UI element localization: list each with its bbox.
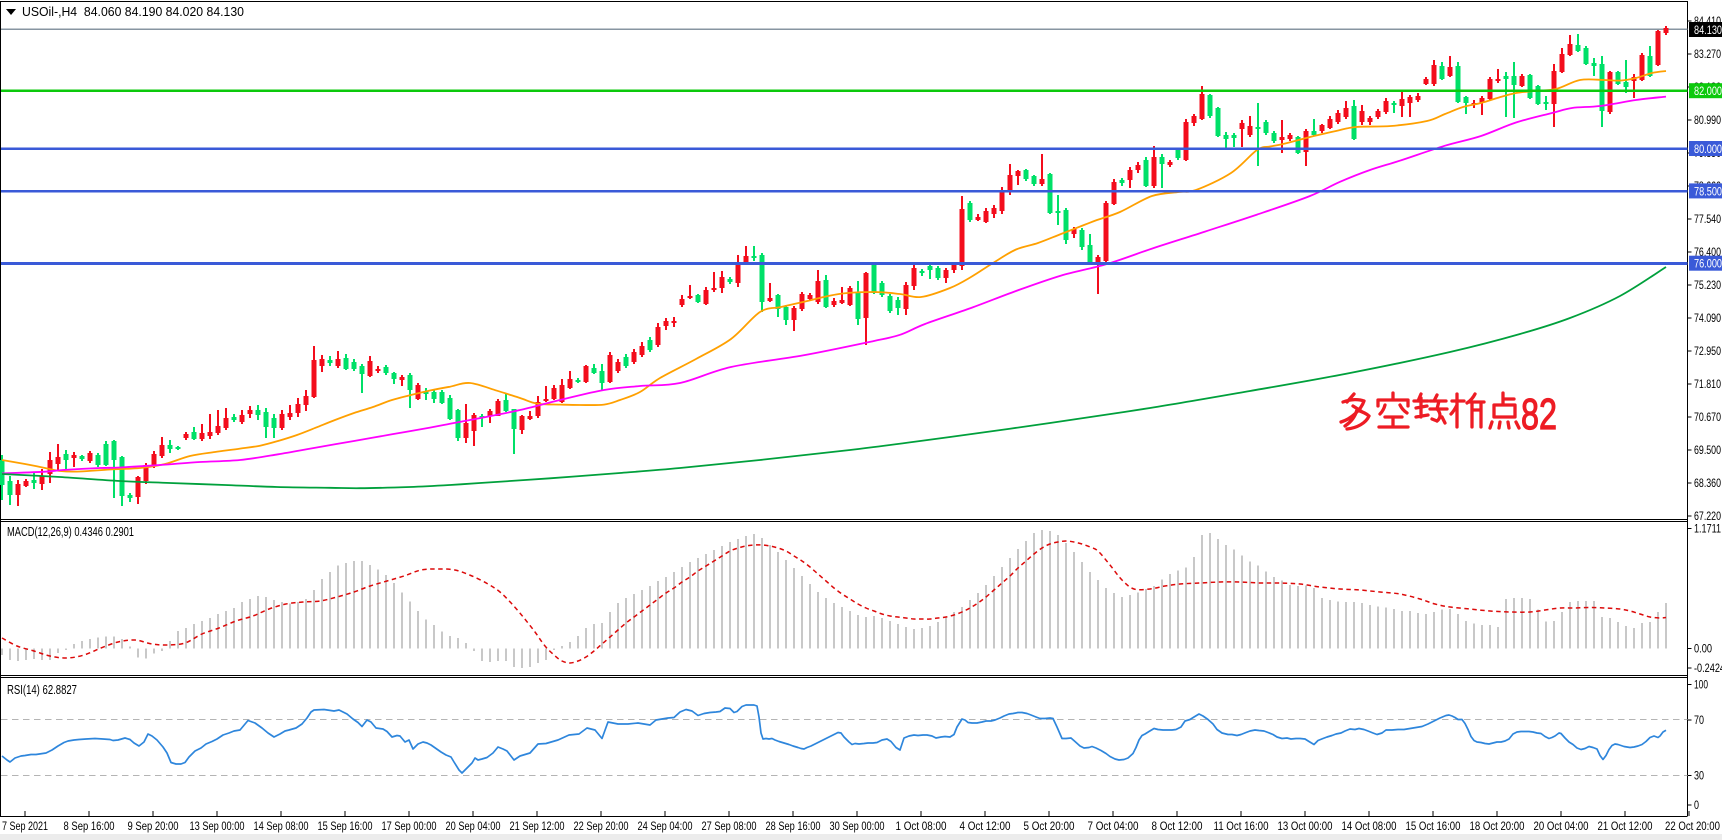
svg-text:21 Oct 12:00: 21 Oct 12:00 [1598, 819, 1653, 833]
svg-text:69.500: 69.500 [1694, 443, 1721, 457]
svg-text:8 Oct 12:00: 8 Oct 12:00 [1152, 819, 1203, 833]
svg-text:100: 100 [1694, 678, 1708, 692]
svg-text:77.540: 77.540 [1694, 212, 1721, 226]
svg-text:20 Sep 04:00: 20 Sep 04:00 [446, 819, 501, 833]
svg-text:RSI(14) 62.8827: RSI(14) 62.8827 [7, 683, 77, 697]
svg-text:5 Oct 20:00: 5 Oct 20:00 [1024, 819, 1075, 833]
svg-text:4 Oct 12:00: 4 Oct 12:00 [960, 819, 1011, 833]
svg-text:1 Oct 08:00: 1 Oct 08:00 [896, 819, 947, 833]
svg-text:15 Oct 16:00: 15 Oct 16:00 [1406, 819, 1461, 833]
svg-text:80.000: 80.000 [1694, 142, 1722, 156]
svg-text:22 Oct 20:00: 22 Oct 20:00 [1665, 819, 1720, 833]
svg-text:68.360: 68.360 [1694, 476, 1721, 490]
svg-text:83.270: 83.270 [1694, 47, 1721, 61]
svg-text:20 Oct 04:00: 20 Oct 04:00 [1534, 819, 1589, 833]
svg-text:7 Oct 04:00: 7 Oct 04:00 [1088, 819, 1139, 833]
svg-text:14 Oct 08:00: 14 Oct 08:00 [1342, 819, 1397, 833]
svg-text:0: 0 [1694, 798, 1699, 812]
svg-text:28 Sep 16:00: 28 Sep 16:00 [766, 819, 821, 833]
svg-text:30: 30 [1694, 768, 1704, 782]
svg-text:22 Sep 20:00: 22 Sep 20:00 [574, 819, 629, 833]
svg-text:13 Oct 00:00: 13 Oct 00:00 [1278, 819, 1333, 833]
svg-text:15 Sep 16:00: 15 Sep 16:00 [318, 819, 373, 833]
svg-text:82: 82 [1521, 390, 1557, 439]
svg-text:13 Sep 00:00: 13 Sep 00:00 [190, 819, 245, 833]
svg-text:27 Sep 08:00: 27 Sep 08:00 [702, 819, 757, 833]
svg-text:74.090: 74.090 [1694, 311, 1721, 325]
svg-text:72.950: 72.950 [1694, 344, 1721, 358]
svg-text:30 Sep 00:00: 30 Sep 00:00 [830, 819, 885, 833]
svg-text:82.000: 82.000 [1694, 84, 1722, 98]
svg-text:67.220: 67.220 [1694, 509, 1721, 523]
svg-text:7 Sep 2021: 7 Sep 2021 [2, 819, 48, 833]
svg-text:17 Sep 00:00: 17 Sep 00:00 [382, 819, 437, 833]
svg-text:18 Oct 20:00: 18 Oct 20:00 [1470, 819, 1525, 833]
svg-text:14 Sep 08:00: 14 Sep 08:00 [254, 819, 309, 833]
svg-text:9 Sep 20:00: 9 Sep 20:00 [128, 819, 179, 833]
svg-text:MACD(12,26,9) 0.4346 0.2901: MACD(12,26,9) 0.4346 0.2901 [7, 525, 134, 539]
svg-text:84.130: 84.130 [1694, 23, 1722, 37]
svg-text:8 Sep 16:00: 8 Sep 16:00 [64, 819, 115, 833]
svg-text:1.1711: 1.1711 [1694, 521, 1721, 535]
svg-text:70: 70 [1694, 713, 1704, 727]
svg-text:76.400: 76.400 [1694, 245, 1721, 259]
svg-text:24 Sep 04:00: 24 Sep 04:00 [638, 819, 693, 833]
svg-text:21 Sep 12:00: 21 Sep 12:00 [510, 819, 565, 833]
svg-text:70.670: 70.670 [1694, 410, 1721, 424]
svg-text:USOil-,H4 84.060 84.190 84.02: USOil-,H4 84.060 84.190 84.020 84.130 [22, 4, 244, 19]
svg-text:0.00: 0.00 [1694, 641, 1712, 655]
svg-text:71.810: 71.810 [1694, 377, 1721, 391]
svg-text:75.230: 75.230 [1694, 278, 1721, 292]
svg-text:11 Oct 16:00: 11 Oct 16:00 [1214, 819, 1269, 833]
svg-text:78.500: 78.500 [1694, 184, 1722, 198]
svg-text:80.990: 80.990 [1694, 113, 1721, 127]
svg-text:-0.2424: -0.2424 [1694, 661, 1722, 675]
svg-text:76.000: 76.000 [1694, 257, 1722, 271]
